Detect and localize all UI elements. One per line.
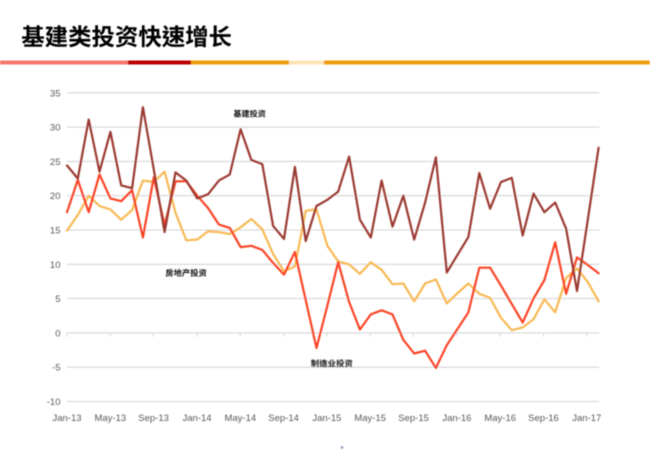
svg-text:35: 35 [50,88,61,99]
svg-text:Sep-15: Sep-15 [398,413,429,424]
svg-text:20: 20 [50,191,61,202]
svg-text:30: 30 [50,123,61,134]
svg-text:-5: -5 [52,363,60,374]
svg-text:5: 5 [55,294,60,305]
svg-text:May-13: May-13 [94,413,126,424]
svg-text:0: 0 [55,328,60,339]
svg-text:15: 15 [50,226,61,237]
svg-text:Sep-13: Sep-13 [138,413,169,424]
svg-text:10: 10 [50,260,61,271]
svg-text:May-15: May-15 [354,413,386,424]
svg-text:Sep-16: Sep-16 [528,413,559,424]
svg-text:25: 25 [50,157,61,168]
svg-text:Jan-14: Jan-14 [182,413,211,424]
svg-text:May-14: May-14 [224,413,256,424]
svg-text:-10: -10 [47,397,61,408]
svg-text:Jan-16: Jan-16 [442,413,471,424]
svg-text:Jan-17: Jan-17 [572,413,601,424]
svg-text:May-16: May-16 [484,413,516,424]
svg-text:Sep-14: Sep-14 [268,413,299,424]
svg-text:Jan-13: Jan-13 [52,413,81,424]
svg-text:Jan-15: Jan-15 [312,413,341,424]
